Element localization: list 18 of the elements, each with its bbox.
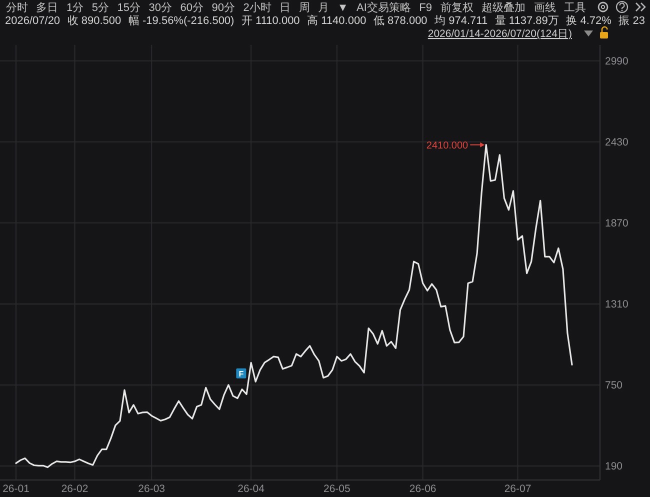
x-tick-label: 26-03: [138, 483, 166, 495]
text: 2026/07/20 收 890.500 幅 -19.56%(-216.500) 开 1110.000 高 1140.000 低 878.000 均 974.711 量 1137.89万 换 4.72% 振 23: [5, 15, 645, 27]
annotation: 2410.000: [426, 140, 469, 152]
text: 2026/01/14-2026/07/20(124日): [428, 28, 572, 40]
x-tick-label: 26-02: [61, 483, 88, 495]
annotation: F: [238, 369, 244, 378]
x-tick-label: 26-06: [409, 483, 436, 495]
x-tick-label: 26-04: [238, 483, 265, 495]
text: 分时 多日 1分 5分 15分 30分 60分 90分 2小时 日 周 月 ▼ AI交易策略 F9 前复权 超级叠加 画线 工具: [6, 2, 586, 14]
y-tick-label: 190: [605, 460, 623, 472]
y-tick-label: 1310: [605, 298, 629, 310]
y-tick-label: 2430: [605, 136, 629, 148]
y-tick-label: 750: [605, 379, 623, 392]
x-tick-label: 26-07: [504, 483, 532, 495]
y-tick-label: 2990: [605, 55, 629, 68]
y-tick-label: 1870: [605, 217, 629, 230]
x-tick-label: 26-05: [324, 483, 351, 495]
x-tick-label: 26-01: [2, 483, 30, 495]
